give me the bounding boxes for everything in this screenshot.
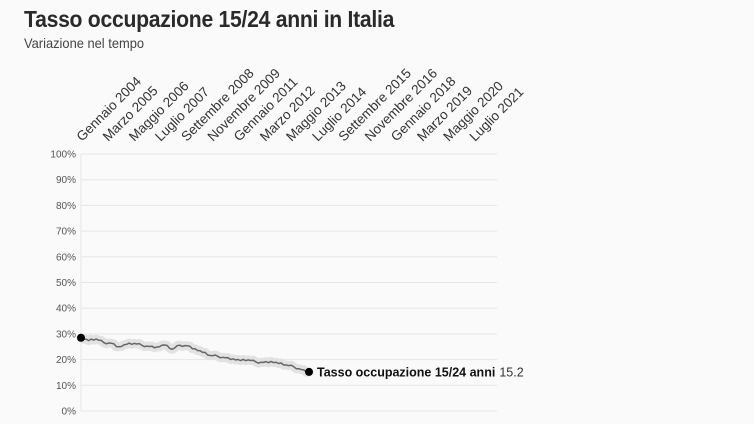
y-tick-label: 100% [50,150,76,161]
chart-title: Tasso occupazione 15/24 anni in Italia [24,6,395,32]
y-tick-label: 90% [56,175,76,186]
y-tick-label: 20% [56,355,76,366]
series-end-label: Tasso occupazione 15/24 anni [317,365,495,379]
y-tick-label: 70% [56,227,76,238]
end-point-marker [305,367,313,376]
y-tick-label: 10% [56,381,76,392]
series-end-value: 15.2 [499,365,523,379]
y-tick-label: 50% [56,278,76,289]
y-tick-label: 40% [56,304,76,315]
y-tick-label: 0% [62,407,77,418]
start-point-marker [77,333,85,342]
chart-subtitle: Variazione nel tempo [24,35,145,51]
series-line [80,337,310,373]
confidence-band [76,333,314,377]
y-tick-label: 30% [56,329,76,340]
y-tick-label: 60% [56,252,76,263]
y-tick-label: 80% [56,201,76,212]
